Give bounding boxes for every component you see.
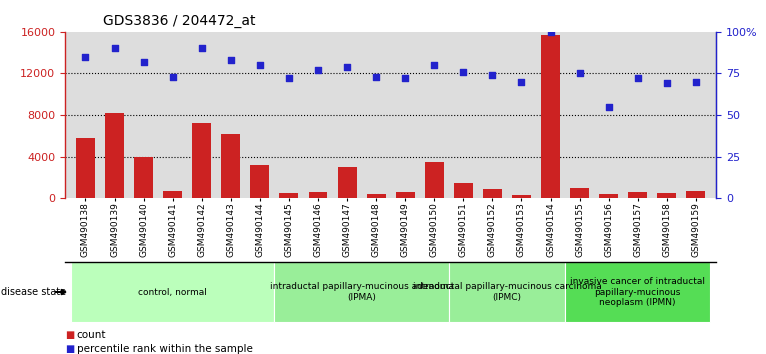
Bar (76, 138, 95, 198)
Text: percentile rank within the sample: percentile rank within the sample (77, 344, 253, 354)
Text: ■: ■ (65, 344, 74, 354)
Point (166, 74, 178, 80)
Bar (570, 188, 589, 198)
Bar (250, 165, 270, 198)
Point (254, 62, 266, 68)
Point (457, 69, 470, 75)
Point (195, 46, 208, 51)
Bar (163, 191, 182, 198)
Bar (309, 192, 327, 198)
Point (689, 79, 702, 85)
Bar (192, 124, 211, 198)
Bar (599, 194, 618, 198)
Text: control, normal: control, normal (138, 287, 207, 297)
Bar (425, 162, 444, 198)
Bar (686, 191, 705, 198)
Bar (280, 193, 299, 198)
Point (109, 46, 121, 51)
Point (370, 74, 382, 80)
Bar (338, 167, 356, 198)
Point (660, 81, 673, 86)
Point (545, 29, 557, 35)
Point (399, 76, 411, 81)
Point (341, 64, 353, 70)
Bar (483, 189, 502, 198)
Point (486, 72, 499, 78)
Point (574, 71, 586, 76)
Text: invasive cancer of intraductal
papillary-mucinous
neoplasm (IPMN): invasive cancer of intraductal papillary… (570, 277, 705, 307)
Text: ■: ■ (65, 330, 74, 339)
Point (632, 76, 644, 81)
Point (312, 67, 324, 73)
Bar (657, 193, 676, 198)
Point (516, 79, 528, 85)
Point (428, 62, 440, 68)
Point (80, 54, 92, 59)
Bar (628, 192, 647, 198)
Point (137, 59, 149, 65)
Text: GDS3836 / 204472_at: GDS3836 / 204472_at (103, 14, 256, 28)
Point (224, 57, 237, 63)
Bar (367, 194, 385, 198)
Bar (134, 156, 153, 198)
Text: intraductal papillary-mucinous carcinoma
(IPMC): intraductal papillary-mucinous carcinoma… (413, 282, 601, 302)
Text: disease state: disease state (1, 287, 66, 297)
Bar (512, 195, 531, 198)
Text: intraductal papillary-mucinous adenoma
(IPMA): intraductal papillary-mucinous adenoma (… (270, 282, 453, 302)
Point (603, 104, 615, 110)
Point (283, 76, 295, 81)
Text: count: count (77, 330, 106, 339)
Bar (454, 183, 473, 198)
Bar (221, 134, 241, 198)
Bar (396, 192, 414, 198)
Bar (541, 35, 560, 198)
Bar (105, 113, 124, 198)
